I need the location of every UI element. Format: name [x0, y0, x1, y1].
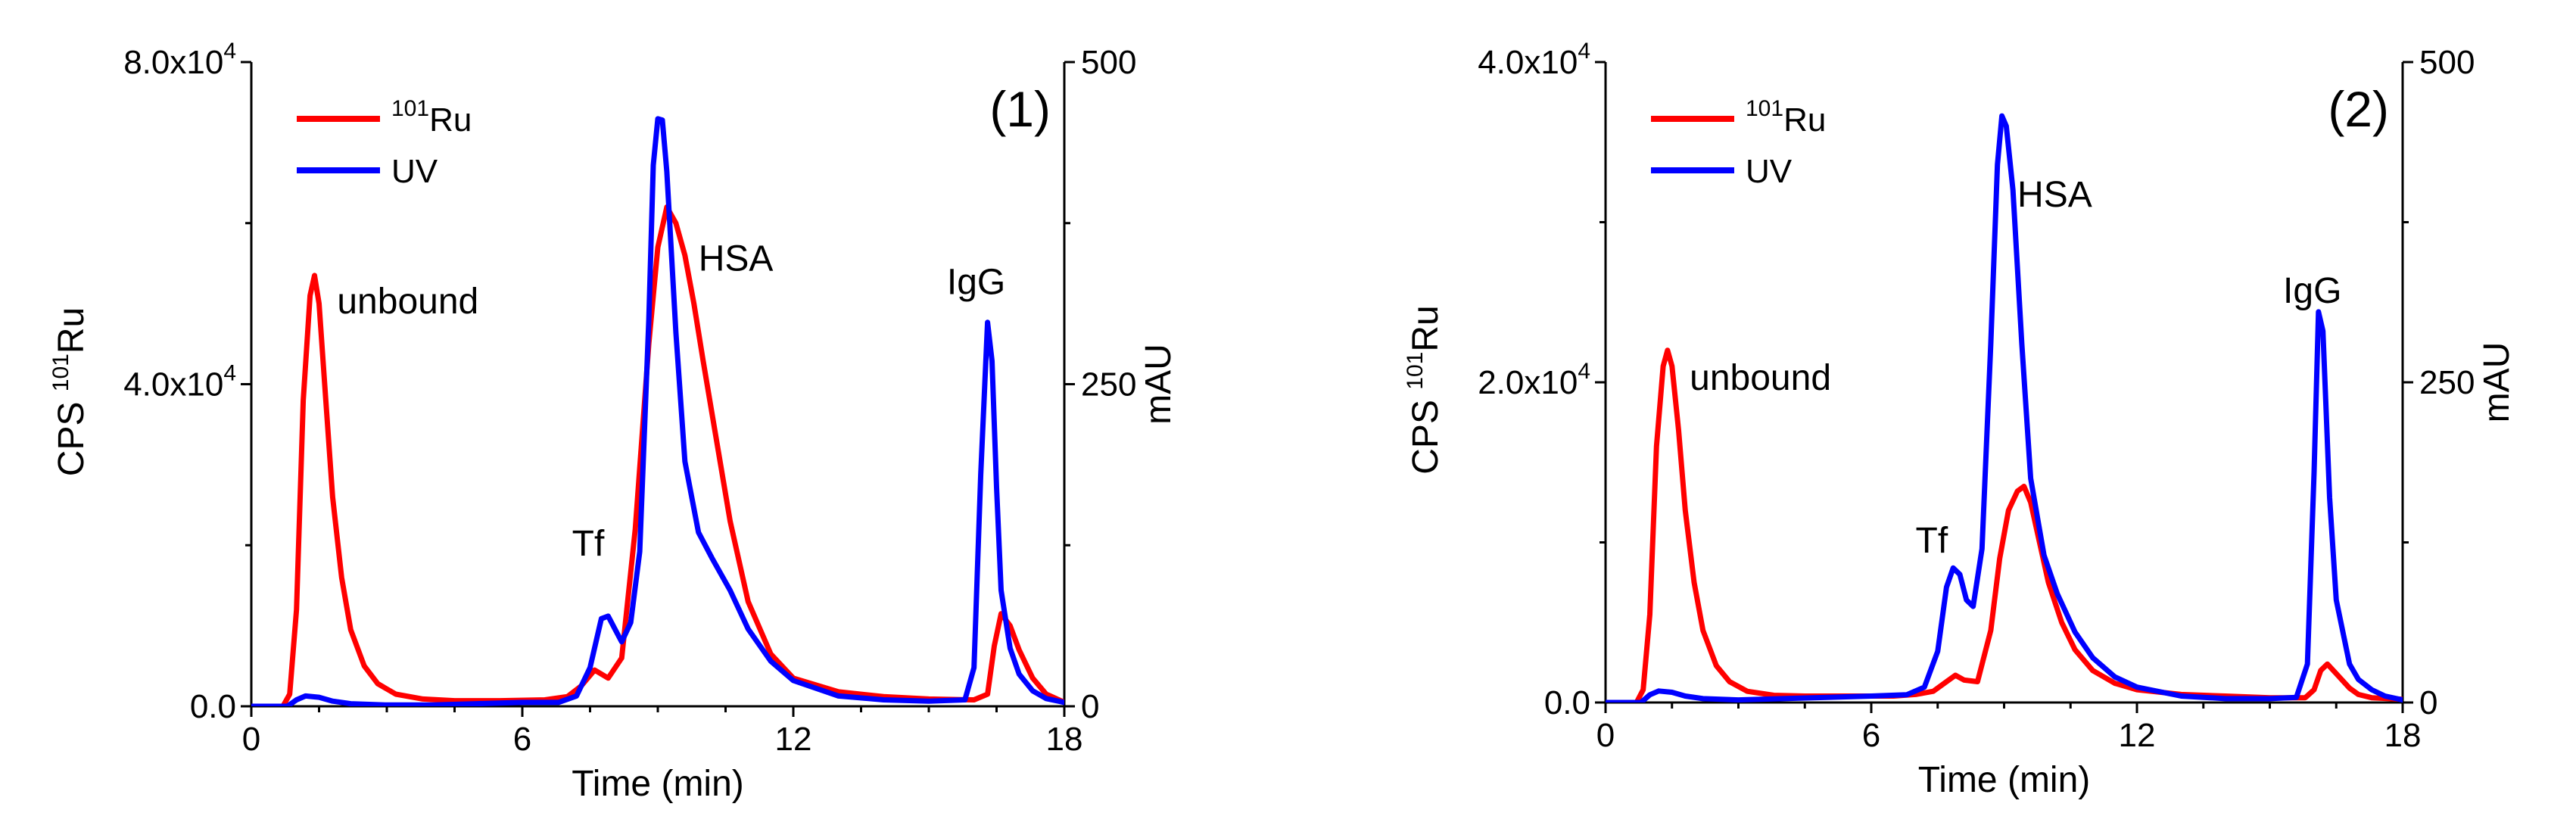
- peak-label-igg: IgG: [947, 262, 1005, 302]
- y-right-tick-label: 500: [2419, 44, 2475, 81]
- x-tick-label: 6: [513, 721, 531, 758]
- series-line-ru: [1606, 347, 2403, 702]
- y-right-tick-label: 0: [1081, 688, 1099, 725]
- legend-item-uv: UV: [1651, 153, 1793, 190]
- y-right-tick-label: 500: [1081, 44, 1136, 81]
- legend-item-uv: UV: [297, 153, 438, 190]
- y-axis-right-title: mAU: [2477, 342, 2517, 423]
- x-tick-label: 18: [2384, 717, 2422, 754]
- y-axis-left-title: CPS 101Ru: [48, 307, 92, 476]
- series-line-ru: [251, 204, 1064, 706]
- legend-label: 101Ru: [391, 96, 472, 139]
- x-tick-label: 12: [2119, 717, 2156, 754]
- legend-item-ru: 101Ru: [297, 96, 472, 139]
- series-line-uv: [251, 116, 1064, 706]
- x-tick-label: 18: [1046, 721, 1083, 758]
- legend-item-ru: 101Ru: [1651, 96, 1826, 139]
- x-tick-label: 0: [242, 721, 260, 758]
- y-right-tick-label: 250: [1081, 366, 1136, 403]
- peak-label-igg: IgG: [2283, 271, 2341, 311]
- x-tick-label: 0: [1596, 717, 1615, 754]
- panel-label: (1): [989, 81, 1051, 137]
- y-axis-left-title: CPS 101Ru: [1403, 305, 1446, 474]
- peak-label-hsa: HSA: [2017, 175, 2092, 215]
- y-left-tick-label: 2.0x104: [1478, 359, 1590, 401]
- chart-panel-2: 0 6 12 18 0.0 2.0x104 4.0x104 0 250 500 Time (min)…: [1403, 39, 2517, 800]
- peak-label-unbound: unbound: [337, 282, 478, 322]
- series-line-uv: [1606, 113, 2403, 702]
- peak-label-hsa: HSA: [699, 239, 774, 279]
- x-tick-label: 12: [775, 721, 812, 758]
- legend-label: UV: [1746, 153, 1793, 190]
- y-right-tick-label: 0: [2419, 684, 2437, 721]
- y-left-tick-label: 8.0x104: [123, 39, 236, 81]
- legend-label: 101Ru: [1746, 96, 1826, 139]
- y-left-tick-label: 0.0: [1544, 684, 1590, 721]
- chart-panel-1: 0 6 12 18 0.0 4.0x104 8.0x104 0 250 500 Time (min)…: [48, 39, 1179, 804]
- panel-label: (2): [2328, 81, 2389, 137]
- y-axis-right-title: mAU: [1138, 344, 1179, 425]
- y-right-tick-label: 250: [2419, 364, 2475, 401]
- y-left-tick-label: 4.0x104: [123, 361, 236, 403]
- y-left-tick-label: 0.0: [190, 688, 236, 725]
- x-tick-label: 6: [1862, 717, 1880, 754]
- y-left-tick-label: 4.0x104: [1478, 39, 1590, 81]
- peak-label-unbound: unbound: [1690, 358, 1831, 398]
- x-axis-title: Time (min): [1918, 760, 2091, 800]
- peak-label-tf: Tf: [572, 524, 605, 564]
- x-axis-title: Time (min): [572, 764, 744, 804]
- legend-label: UV: [391, 153, 438, 190]
- peak-label-tf: Tf: [1916, 521, 1948, 561]
